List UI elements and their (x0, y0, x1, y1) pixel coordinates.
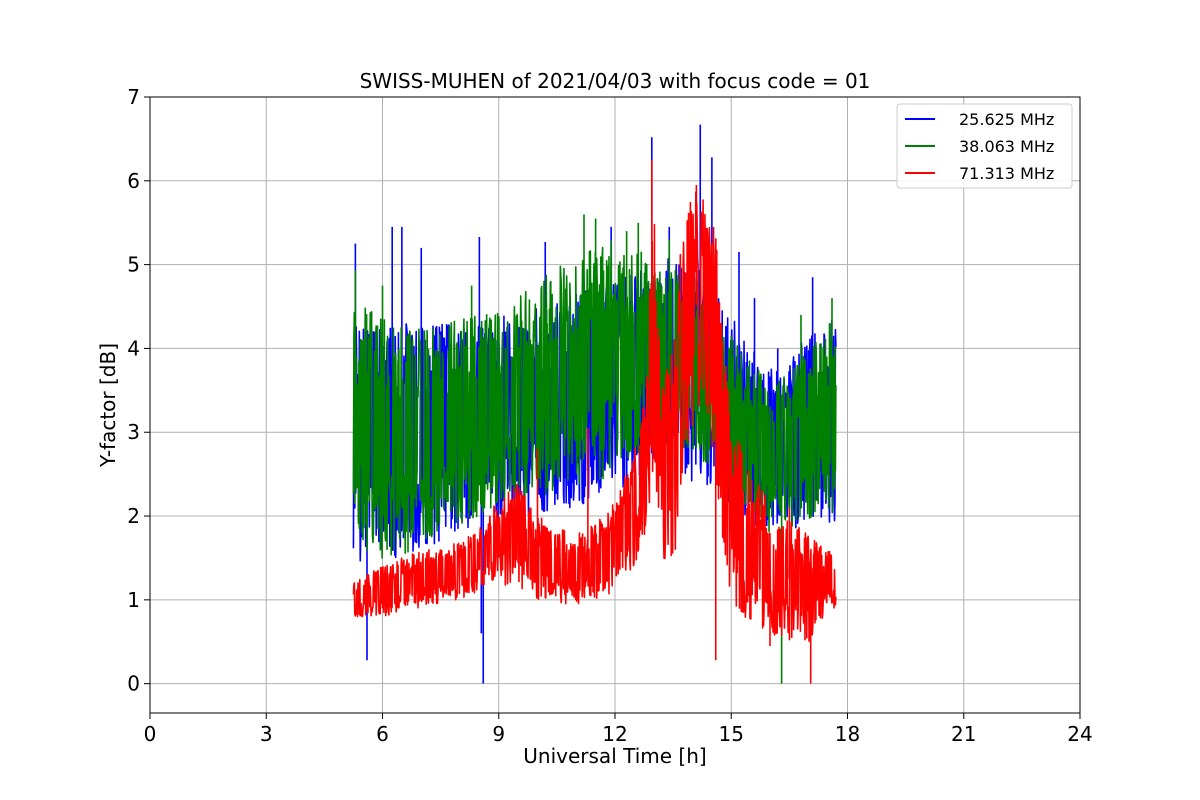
y-tick-label: 2 (127, 504, 140, 528)
x-tick-label: 24 (1067, 722, 1092, 746)
y-tick-label: 3 (127, 420, 140, 444)
legend-item: 38.063 MHz (905, 137, 1054, 156)
y-axis-label: Y-factor [dB] (96, 343, 120, 468)
x-tick-label: 0 (144, 722, 157, 746)
y-tick-label: 1 (127, 588, 140, 612)
legend-item: 25.625 MHz (905, 110, 1054, 129)
y-tick-label: 4 (127, 336, 140, 360)
x-tick-label: 9 (492, 722, 505, 746)
x-tick-label: 15 (719, 722, 744, 746)
x-tick-label: 18 (835, 722, 860, 746)
series-layer (352, 124, 837, 684)
x-tick-label: 6 (376, 722, 389, 746)
x-tick-label: 21 (951, 722, 976, 746)
legend-box (896, 103, 1073, 189)
y-tick-label: 0 (127, 672, 140, 696)
series-line (352, 159, 837, 684)
x-axis-label: Universal Time [h] (523, 744, 706, 768)
y-tick-label: 5 (127, 253, 140, 277)
x-tick-label: 12 (602, 722, 627, 746)
legend-item: 71.313 MHz (905, 164, 1054, 183)
x-tick-label: 3 (260, 722, 273, 746)
legend-label: 38.063 MHz (959, 137, 1054, 156)
legend: 25.625 MHz 38.063 MHz 71.313 MHz (896, 103, 1073, 189)
chart-title: SWISS-MUHEN of 2021/04/03 with focus cod… (360, 69, 871, 93)
y-tick-label: 6 (127, 169, 140, 193)
legend-label: 25.625 MHz (959, 110, 1054, 129)
series-2 (352, 159, 837, 684)
legend-label: 71.313 MHz (959, 164, 1054, 183)
y-tick-label: 7 (127, 85, 140, 109)
